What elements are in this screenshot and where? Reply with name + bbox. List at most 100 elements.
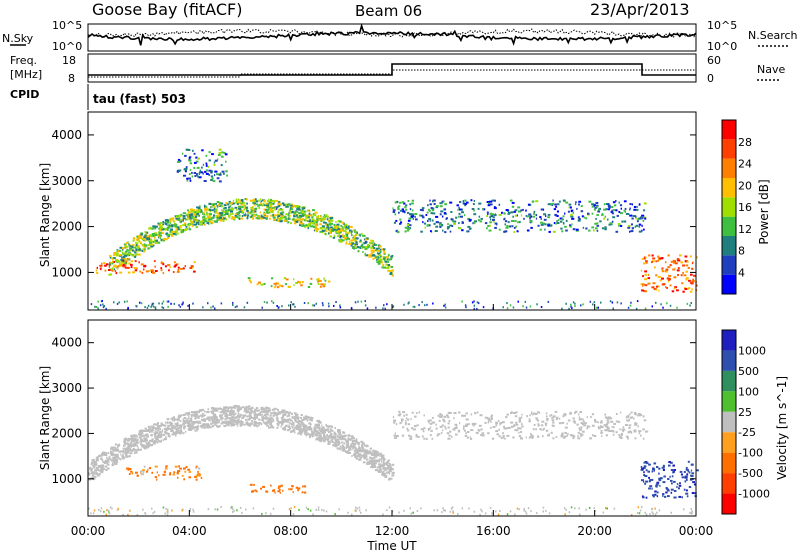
echo-cell (138, 235, 141, 238)
echo-cell (638, 203, 641, 206)
echo-cell (350, 443, 353, 446)
echo-cell (174, 215, 178, 218)
echo-cell (291, 412, 293, 415)
echo-cell (498, 213, 502, 216)
echo-cell (659, 477, 663, 480)
echo-cell (197, 214, 200, 217)
echo-cell (213, 206, 216, 209)
echo-cell (554, 410, 558, 413)
echo-cell (342, 239, 345, 242)
echo-cell (572, 420, 576, 423)
echo-cell (677, 267, 680, 270)
echo-cell (299, 432, 303, 435)
ground-scatter-cell (113, 301, 115, 304)
echo-cell (533, 210, 536, 213)
echo-cell (305, 224, 308, 227)
ground-scatter-cell (636, 300, 639, 303)
ground-scatter-cell (444, 303, 446, 306)
echo-cell (140, 429, 144, 432)
echo-cell (590, 416, 592, 418)
echo-cell (313, 430, 317, 433)
echo-cell (97, 474, 100, 477)
echo-cell (580, 426, 583, 429)
echo-cell (187, 417, 190, 420)
echo-cell (156, 432, 159, 434)
echo-cell (464, 434, 468, 437)
echo-cell (325, 230, 328, 232)
echo-cell (322, 226, 326, 229)
echo-cell (153, 235, 156, 237)
echo-cell (686, 473, 689, 476)
echo-cell (164, 431, 166, 434)
echo-cell (178, 414, 181, 417)
ground-scatter-cell (644, 307, 647, 310)
echo-cell (390, 266, 394, 268)
echo-cell (357, 451, 359, 454)
echo-cell (177, 269, 180, 271)
echo-cell (98, 469, 101, 472)
echo-cell (642, 283, 645, 286)
echo-cell (152, 426, 155, 429)
echo-cell (411, 209, 414, 212)
echo-cell (308, 212, 311, 215)
echo-cell (285, 213, 288, 215)
echo-cell (526, 215, 528, 218)
echo-cell (377, 259, 379, 262)
echo-cell (175, 429, 179, 432)
echo-cell (601, 435, 603, 438)
echo-cell (111, 268, 114, 271)
echo-cell (397, 206, 400, 209)
echo-cell (300, 430, 303, 433)
echo-cell (114, 455, 118, 458)
echo-cell (482, 208, 484, 211)
echo-cell (126, 259, 129, 262)
cpid-label: CPID (10, 88, 39, 101)
ground-scatter-cell (100, 507, 103, 510)
echo-cell (265, 202, 268, 205)
echo-cell (688, 279, 691, 282)
echo-cell (246, 409, 249, 412)
echo-cell (563, 222, 565, 224)
echo-cell (369, 459, 372, 462)
echo-cell (150, 430, 153, 433)
echo-cell (323, 277, 325, 280)
echo-cell (505, 209, 509, 211)
ground-scatter-cell (192, 508, 194, 511)
ground-scatter-cell (506, 307, 509, 310)
echo-cell (95, 471, 97, 474)
ground-scatter-cell (641, 506, 643, 509)
echo-cell (216, 421, 220, 424)
echo-cell (321, 429, 325, 432)
echo-cell (586, 427, 589, 430)
ground-scatter-cell (357, 300, 359, 303)
echo-cell (346, 224, 349, 227)
echo-cell (655, 483, 659, 486)
echo-cell (149, 226, 152, 229)
echo-cell (128, 473, 131, 475)
echo-cell (327, 438, 330, 441)
echo-cell (236, 414, 240, 417)
echo-cell (509, 199, 513, 202)
echo-cell (164, 219, 168, 222)
echo-cell (265, 208, 267, 211)
echo-cell (281, 202, 285, 205)
echo-cell (178, 214, 181, 217)
noise-left-tick-low: 10^0 (52, 40, 82, 53)
echo-cell (235, 215, 239, 218)
echo-cell (625, 416, 628, 419)
echo-cell (326, 226, 330, 229)
echo-cell (329, 217, 333, 220)
echo-cell (366, 458, 369, 461)
echo-cell (310, 277, 313, 280)
echo-cell (370, 249, 374, 252)
echo-cell (150, 234, 153, 237)
echo-cell (304, 213, 306, 216)
echo-cell (116, 266, 119, 269)
echo-cell (190, 208, 192, 211)
echo-cell (395, 423, 398, 426)
echo-cell (673, 490, 677, 492)
echo-cell (250, 215, 253, 218)
echo-cell (269, 421, 272, 424)
echo-cell (458, 208, 462, 211)
